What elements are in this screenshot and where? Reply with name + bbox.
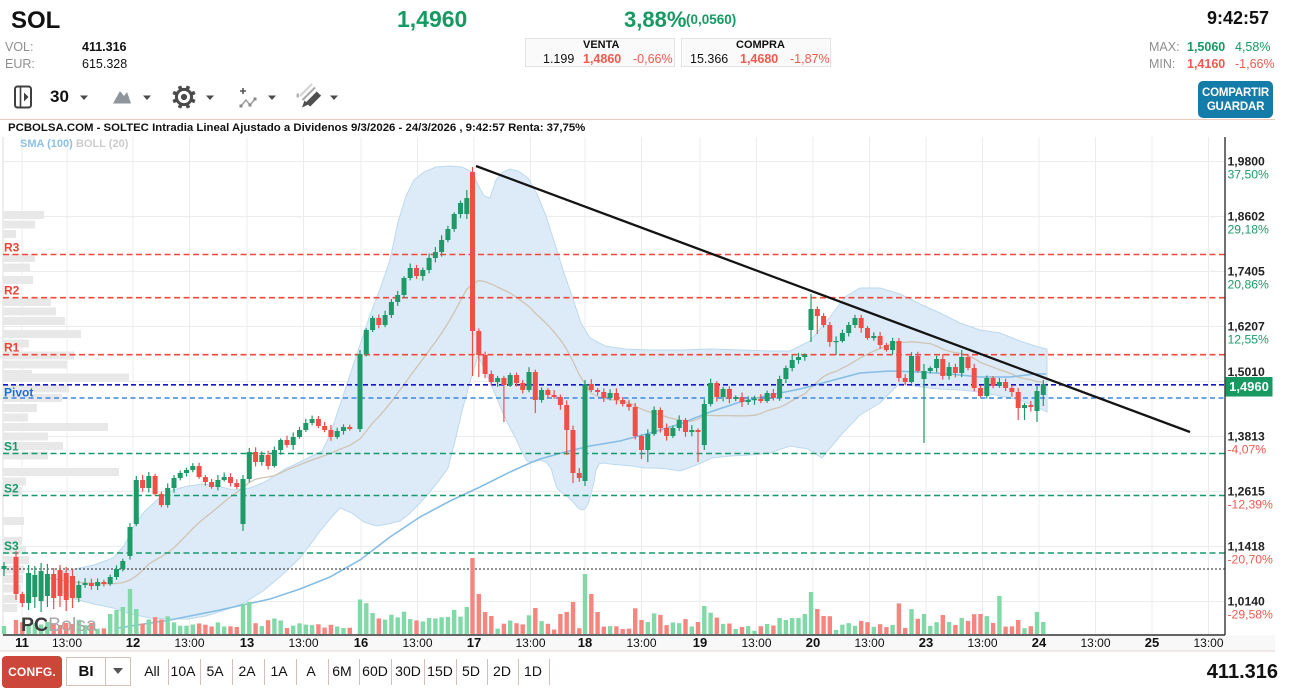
svg-text:S3: S3 xyxy=(4,539,19,553)
svg-text:1,8602: 1,8602 xyxy=(1228,210,1265,224)
svg-text:PCBolsa: PCBolsa xyxy=(21,614,97,636)
svg-text:1,6207: 1,6207 xyxy=(1228,320,1265,334)
svg-text:25: 25 xyxy=(1145,635,1159,650)
svg-text:-20,70%: -20,70% xyxy=(1228,553,1274,567)
svg-text:13:00: 13:00 xyxy=(1193,636,1223,650)
svg-text:R2: R2 xyxy=(4,284,20,298)
svg-text:13:00: 13:00 xyxy=(1080,636,1110,650)
svg-text:11: 11 xyxy=(15,635,29,650)
svg-text:12,55%: 12,55% xyxy=(1228,333,1269,347)
svg-text:13: 13 xyxy=(240,635,254,650)
svg-text:1,4960: 1,4960 xyxy=(1229,379,1269,394)
svg-text:17: 17 xyxy=(467,635,481,650)
svg-text:1,1418: 1,1418 xyxy=(1228,540,1265,554)
svg-text:13:00: 13:00 xyxy=(288,636,318,650)
svg-text:-29,58%: -29,58% xyxy=(1228,608,1274,622)
svg-text:1,5010: 1,5010 xyxy=(1228,365,1265,379)
svg-text:13:00: 13:00 xyxy=(626,636,656,650)
svg-text:29,18%: 29,18% xyxy=(1228,223,1269,237)
svg-text:1,3813: 1,3813 xyxy=(1228,430,1265,444)
svg-text:13:00: 13:00 xyxy=(515,636,545,650)
svg-text:19: 19 xyxy=(693,635,707,650)
svg-text:S1: S1 xyxy=(4,440,19,454)
svg-text:Pivot: Pivot xyxy=(4,386,33,400)
svg-text:-4,07%: -4,07% xyxy=(1228,443,1267,457)
svg-text:37,50%: 37,50% xyxy=(1228,168,1269,182)
svg-text:13:00: 13:00 xyxy=(52,636,82,650)
svg-text:BOLL (20): BOLL (20) xyxy=(76,138,129,150)
svg-text:SMA (100): SMA (100) xyxy=(20,138,73,150)
svg-text:13:00: 13:00 xyxy=(174,636,204,650)
svg-text:12: 12 xyxy=(126,635,140,650)
svg-text:R1: R1 xyxy=(4,341,20,355)
svg-text:1,2615: 1,2615 xyxy=(1228,485,1265,499)
svg-text:1,7405: 1,7405 xyxy=(1228,265,1265,279)
svg-text:13:00: 13:00 xyxy=(854,636,884,650)
svg-text:R3: R3 xyxy=(4,241,20,255)
svg-text:13:00: 13:00 xyxy=(967,636,997,650)
svg-text:16: 16 xyxy=(354,635,368,650)
svg-text:13:00: 13:00 xyxy=(402,636,432,650)
svg-text:20: 20 xyxy=(806,635,820,650)
svg-text:23: 23 xyxy=(919,635,933,650)
svg-text:20,86%: 20,86% xyxy=(1228,278,1269,292)
svg-text:24: 24 xyxy=(1032,635,1047,650)
svg-text:1,9800: 1,9800 xyxy=(1228,155,1265,169)
svg-text:18: 18 xyxy=(578,635,592,650)
svg-text:1,0140: 1,0140 xyxy=(1228,595,1265,609)
svg-text:13:00: 13:00 xyxy=(741,636,771,650)
svg-text:S2: S2 xyxy=(4,482,19,496)
svg-text:-12,39%: -12,39% xyxy=(1228,498,1274,512)
